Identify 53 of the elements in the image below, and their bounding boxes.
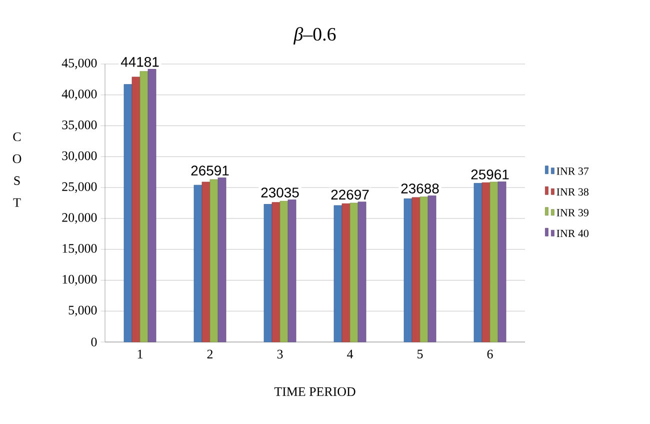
data-label: 25961 [471,170,509,180]
legend-label: INR 38 [556,188,588,196]
bar [490,182,498,342]
bar [132,76,140,342]
bar [202,182,210,342]
bar [350,202,358,342]
x-tick-label: 6 [487,350,493,358]
y-tick-label: 5,000 [68,306,97,316]
y-axis-title: C O S T [12,132,22,207]
x-tick-label: 1 [138,350,142,358]
x-tick-label: 2 [207,350,213,358]
bar [482,182,490,342]
y-tick-label: 15,000 [62,244,97,255]
bar [498,181,506,342]
data-label: 22697 [331,190,369,200]
y-tick-label: 20,000 [62,213,97,224]
bar [124,84,132,342]
data-label: 44181 [120,56,159,67]
x-tick-label: 5 [418,350,423,358]
y-tick-label: 30,000 [62,151,97,162]
x-axis-title: TIME PERIOD [274,387,356,396]
x-tick-label: 3 [277,350,283,358]
bar [218,178,226,342]
bar [280,200,288,342]
legend-label: INR 40 [556,230,588,238]
bar [288,199,296,342]
legend-label: INR 37 [556,167,589,175]
data-label: 26591 [191,166,229,176]
data-label: 23688 [401,184,439,194]
bar [428,195,436,342]
bar [272,202,280,342]
bar [404,198,412,342]
y-tick-label: 0 [91,338,97,346]
bar [358,202,366,342]
x-tick-label: 4 [347,350,354,358]
y-tick-label: 25,000 [62,182,97,193]
legend-label: INR 39 [556,209,588,216]
bar [342,203,350,342]
bar [194,184,202,342]
bar [474,183,482,342]
bar [334,205,342,342]
chart-title: β–0.6 [293,27,336,44]
y-tick-label: 10,000 [62,274,97,286]
bar [264,204,272,342]
y-tick-label: 45,000 [62,58,97,70]
bar [412,197,420,342]
y-tick-label: 40,000 [62,90,97,100]
data-label: 23035 [261,188,299,198]
y-tick-label: 35,000 [62,120,97,132]
bar [210,179,218,342]
bar [420,196,428,342]
bar [148,68,156,342]
bar [140,71,148,342]
